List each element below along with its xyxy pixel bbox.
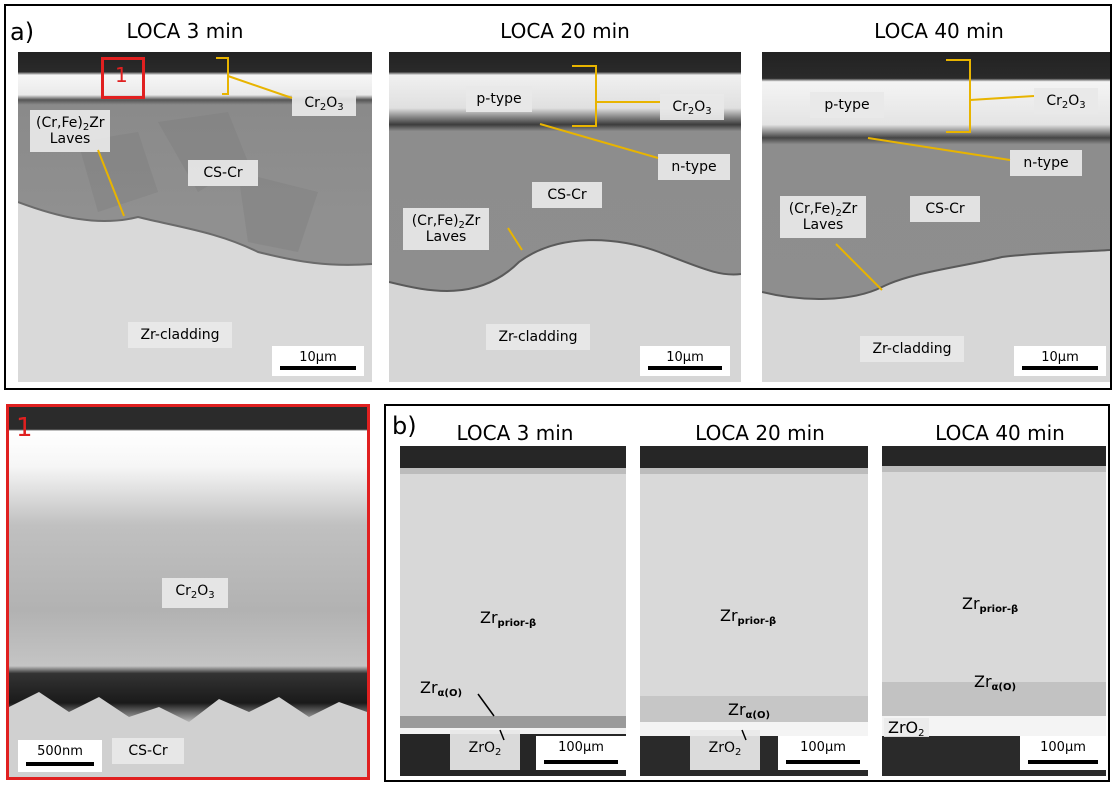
scale-bar-b1: 100μm (536, 736, 626, 770)
panel-a-frame (4, 4, 1112, 390)
label-cr2o3-inset: Cr2O3 (162, 578, 228, 608)
panel-b-title-40min: LOCA 40 min (935, 421, 1065, 445)
label-zr-prior-beta-b3: Zrprior-β (962, 594, 1019, 615)
label-laves-a1: (Cr,Fe)2Zr Laves (30, 110, 110, 152)
label-cs-cr-inset: CS-Cr (112, 738, 184, 764)
panel-b-frame (384, 404, 1110, 782)
panel-b-title-3min: LOCA 3 min (456, 421, 574, 445)
label-n-type-a2: n-type (658, 154, 730, 180)
label-zr-prior-beta-b1: Zrprior-β (480, 608, 537, 629)
label-n-type-a3: n-type (1010, 150, 1082, 176)
label-cr2o3-a2: Cr2O3 (660, 94, 724, 120)
panel-a-title-20min: LOCA 20 min (500, 19, 630, 43)
label-p-type-a3: p-type (810, 92, 884, 118)
label-zr-cladding-a3: Zr-cladding (860, 336, 964, 362)
label-zr-alpha-b3: Zrα(O) (974, 672, 1017, 693)
scale-bar-a1: 10μm (272, 346, 364, 376)
label-cr2o3-a1: Cr2O3 (292, 90, 356, 116)
label-zro2-b3: ZrO2 (884, 718, 929, 739)
panel-a-title-40min: LOCA 40 min (874, 19, 1004, 43)
panel-a-title-3min: LOCA 3 min (126, 19, 244, 43)
region-marker-1 (101, 57, 145, 99)
region-marker-1-label: 1 (115, 63, 128, 87)
panel-a-label: a) (10, 18, 35, 46)
label-cs-cr-a1: CS-Cr (188, 160, 258, 186)
label-zr-cladding-a1: Zr-cladding (128, 322, 232, 348)
label-zro2-b2: ZrO2 (690, 730, 760, 770)
label-zro2-b1: ZrO2 (450, 730, 520, 770)
panel-b-label: b) (392, 412, 417, 440)
label-cs-cr-a3: CS-Cr (910, 196, 980, 222)
label-zr-alpha-b2: Zrα(O) (728, 700, 771, 721)
scale-bar-a2: 10μm (640, 346, 730, 376)
scale-bar-inset: 500nm (18, 740, 102, 772)
label-p-type-a2: p-type (466, 86, 532, 112)
label-zr-prior-beta-b2: Zrprior-β (720, 606, 777, 627)
scale-bar-b3: 100μm (1020, 736, 1106, 770)
scale-bar-a3: 10μm (1014, 346, 1106, 376)
label-cs-cr-a2: CS-Cr (532, 182, 602, 208)
label-laves-a2: (Cr,Fe)2Zr Laves (403, 208, 489, 250)
label-zr-alpha-b1: Zrα(O) (420, 678, 463, 699)
label-cr2o3-a3: Cr2O3 (1034, 88, 1098, 114)
label-laves-a3: (Cr,Fe)2Zr Laves (780, 196, 866, 238)
label-zr-cladding-a2: Zr-cladding (486, 324, 590, 350)
panel-b-title-20min: LOCA 20 min (695, 421, 825, 445)
scale-bar-b2: 100μm (778, 736, 868, 770)
inset-1-label: 1 (16, 413, 33, 443)
